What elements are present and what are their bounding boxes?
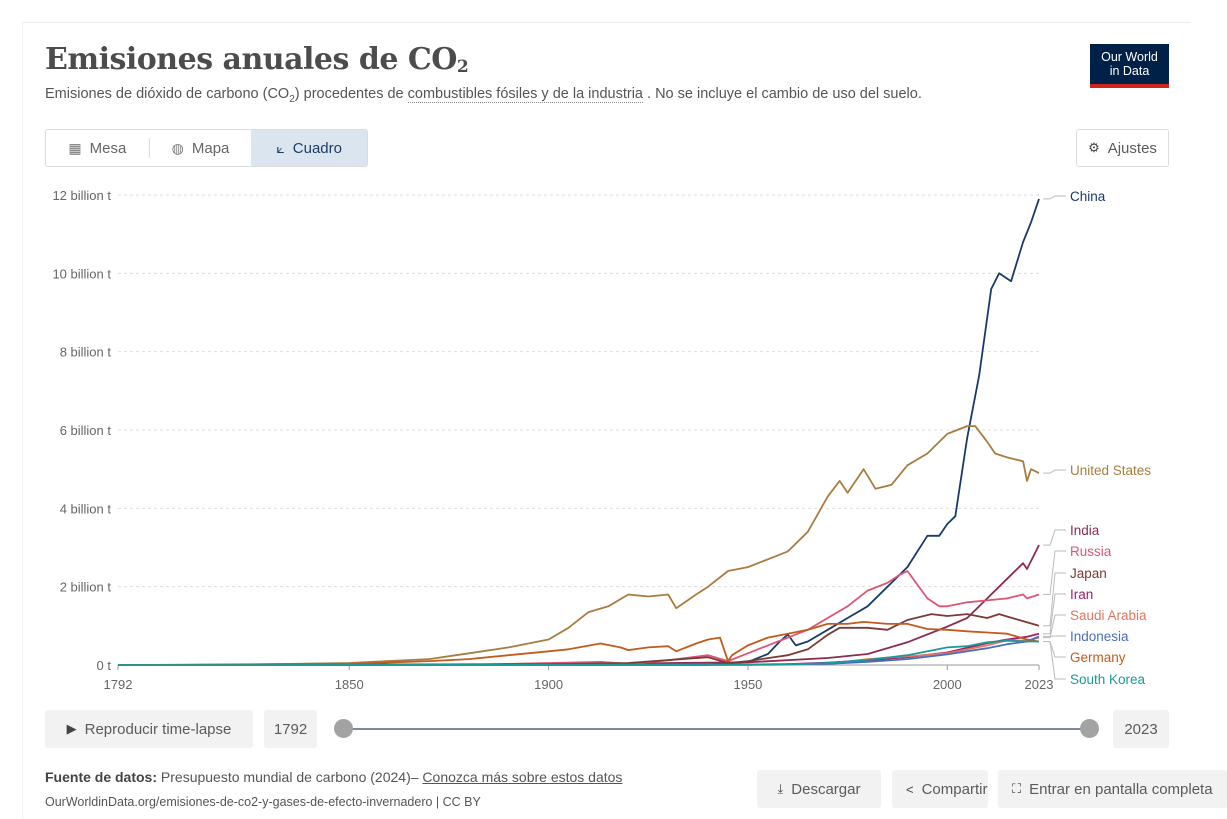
y-tick-label: 2 billion t: [60, 580, 112, 595]
timeline-end-year[interactable]: 2023: [1113, 710, 1169, 748]
series-label-iran: Iran: [1070, 587, 1093, 602]
series-line-united-states: [118, 426, 1039, 665]
download-icon: ⤓: [778, 781, 784, 797]
series-label-germany: Germany: [1070, 650, 1126, 665]
series-label-connector: [1043, 470, 1066, 473]
y-tick-label: 0 t: [97, 658, 112, 673]
x-tick-label: 2000: [933, 677, 962, 692]
x-tick-label: 2023: [1025, 677, 1054, 692]
timeline-start-year[interactable]: 1792: [264, 710, 317, 748]
expand-icon: ⛶: [1012, 781, 1021, 797]
share-icon: <: [906, 782, 914, 797]
series-label-russia: Russia: [1070, 544, 1112, 559]
x-tick-label: 1850: [335, 677, 364, 692]
source-url: OurWorldinData.org/emisiones-de-co2-y-ga…: [45, 795, 481, 809]
series-label-connector: [1043, 530, 1066, 545]
series-label-connector: [1043, 594, 1066, 634]
series-label-south-korea: South Korea: [1070, 672, 1146, 687]
x-tick-label: 1900: [534, 677, 563, 692]
y-tick-label: 8 billion t: [60, 345, 112, 360]
x-tick-label: 1950: [733, 677, 762, 692]
series-label-indonesia: Indonesia: [1070, 629, 1129, 644]
play-icon: ▶: [67, 721, 77, 737]
line-chart: 0 t 2 billion t 4 billion t 6 billion t 8 bi…: [0, 0, 1227, 700]
y-tick-label: 6 billion t: [60, 423, 112, 438]
y-tick-label: 10 billion t: [52, 266, 111, 281]
series-label-connector: [1043, 642, 1066, 680]
y-tick-label: 4 billion t: [60, 501, 112, 516]
series-line-russia: [118, 571, 1039, 665]
series-label-saudi-arabia: Saudi Arabia: [1070, 608, 1147, 623]
download-button[interactable]: ⤓Descargar: [757, 770, 881, 808]
timeline-start-handle[interactable]: [334, 719, 353, 738]
series-line-saudi-arabia: [118, 638, 1039, 665]
y-tick-label: 12 billion t: [52, 188, 111, 203]
share-button[interactable]: <Compartir: [892, 770, 988, 808]
learn-more-link[interactable]: Conozca más sobre estos datos: [422, 769, 622, 785]
x-tick-label: 1792: [104, 677, 133, 692]
series-label-india: India: [1070, 523, 1100, 538]
data-source: Fuente de datos: Presupuesto mundial de …: [45, 769, 622, 785]
play-timelapse-button[interactable]: ▶Reproducir time-lapse: [45, 710, 253, 748]
fullscreen-button[interactable]: ⛶Entrar en pantalla completa: [998, 770, 1227, 808]
series-label-china: China: [1070, 189, 1106, 204]
series-label-connector: [1043, 196, 1066, 199]
series-line-china: [118, 199, 1039, 665]
series-label-united-states: United States: [1070, 463, 1151, 478]
timeline-end-handle[interactable]: [1080, 719, 1099, 738]
series-label-japan: Japan: [1070, 566, 1107, 581]
timeline-track[interactable]: [343, 728, 1089, 730]
series-line-indonesia: [118, 636, 1039, 665]
series-label-connector: [1043, 642, 1066, 658]
